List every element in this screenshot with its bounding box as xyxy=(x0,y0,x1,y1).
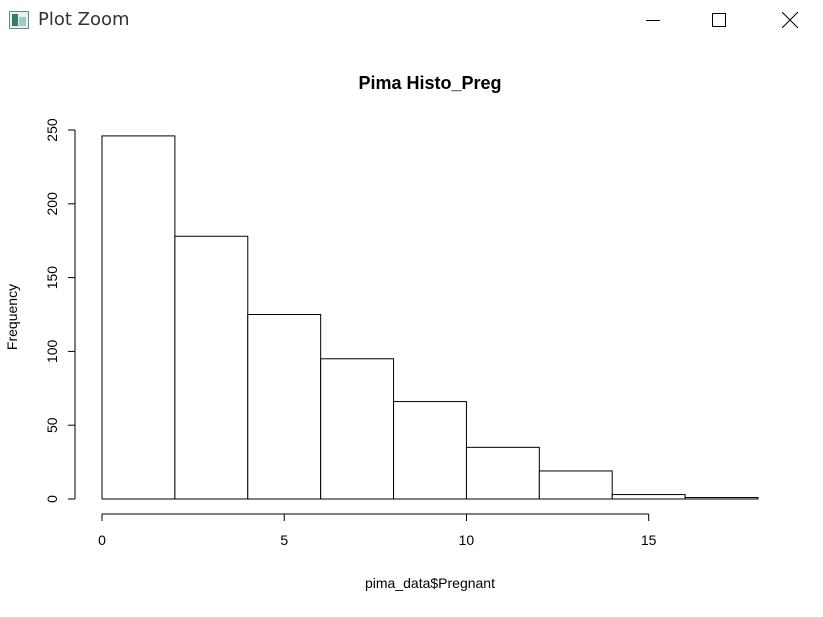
histogram-bar-7 xyxy=(538,470,613,500)
y-axis: 0 50 100 150 200 250 xyxy=(44,118,76,503)
x-axis: 0 5 10 15 xyxy=(98,513,657,548)
histogram-bar-4 xyxy=(320,358,395,500)
y-tick-label: 100 xyxy=(44,340,60,364)
x-tick-label: 10 xyxy=(459,532,475,548)
y-tick-label: 50 xyxy=(44,417,60,433)
histogram-bar-5 xyxy=(393,401,467,500)
plot-area: Pima Histo_Preg pima_data$Pregnant Frequ… xyxy=(0,40,823,612)
histogram-bar-8 xyxy=(611,494,686,500)
x-tick-label: 0 xyxy=(98,532,106,548)
close-button[interactable] xyxy=(767,0,813,40)
chart-title: Pima Histo_Preg xyxy=(358,73,501,93)
minimize-button[interactable] xyxy=(630,0,676,40)
maximize-button[interactable] xyxy=(696,0,742,40)
window-title: Plot Zoom xyxy=(38,9,130,30)
close-icon xyxy=(782,12,798,28)
histogram-bar-1 xyxy=(101,135,176,500)
x-axis-label: pima_data$Pregnant xyxy=(365,575,495,591)
histogram-bars xyxy=(101,135,759,500)
x-tick-label: 5 xyxy=(280,532,288,548)
y-tick-label: 0 xyxy=(44,495,60,503)
histogram-bar-2 xyxy=(174,235,249,500)
plot-window-icon xyxy=(9,11,29,29)
minimize-icon xyxy=(646,20,660,21)
y-tick-label: 150 xyxy=(44,266,60,290)
y-tick-label: 250 xyxy=(44,118,60,142)
histogram-bar-3 xyxy=(247,314,322,500)
y-tick-label: 200 xyxy=(44,192,60,216)
x-tick-label: 15 xyxy=(641,532,657,548)
histogram-bar-9 xyxy=(684,497,759,500)
maximize-icon xyxy=(712,13,726,27)
title-bar: Plot Zoom xyxy=(0,0,823,40)
histogram-bar-6 xyxy=(465,446,540,500)
y-axis-label: Frequency xyxy=(4,284,20,350)
histogram-chart: Pima Histo_Preg pima_data$Pregnant Frequ… xyxy=(4,73,759,591)
